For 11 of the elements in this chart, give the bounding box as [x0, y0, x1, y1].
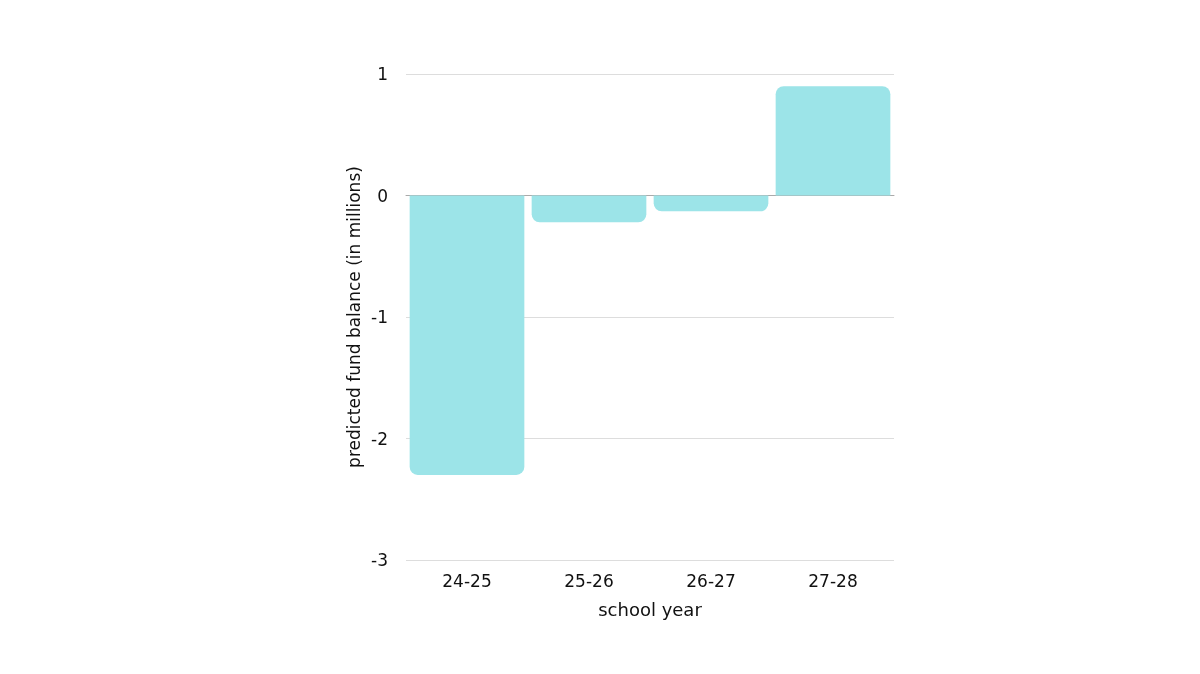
y-tick-label: 1 [377, 64, 388, 84]
y-tick-label: -1 [371, 307, 388, 327]
y-axis-title: predicted fund balance (in millions) [343, 166, 364, 468]
x-tick-label: 26-27 [686, 570, 736, 591]
x-axis-title: school year [598, 598, 703, 620]
x-tick-label: 25-26 [564, 570, 614, 591]
y-tick-label: 0 [377, 185, 388, 206]
x-tick-label: 24-25 [442, 570, 492, 591]
y-tick-label: -3 [371, 550, 388, 570]
x-tick-label: 27-28 [808, 570, 858, 591]
y-tick-label: -2 [371, 428, 388, 449]
